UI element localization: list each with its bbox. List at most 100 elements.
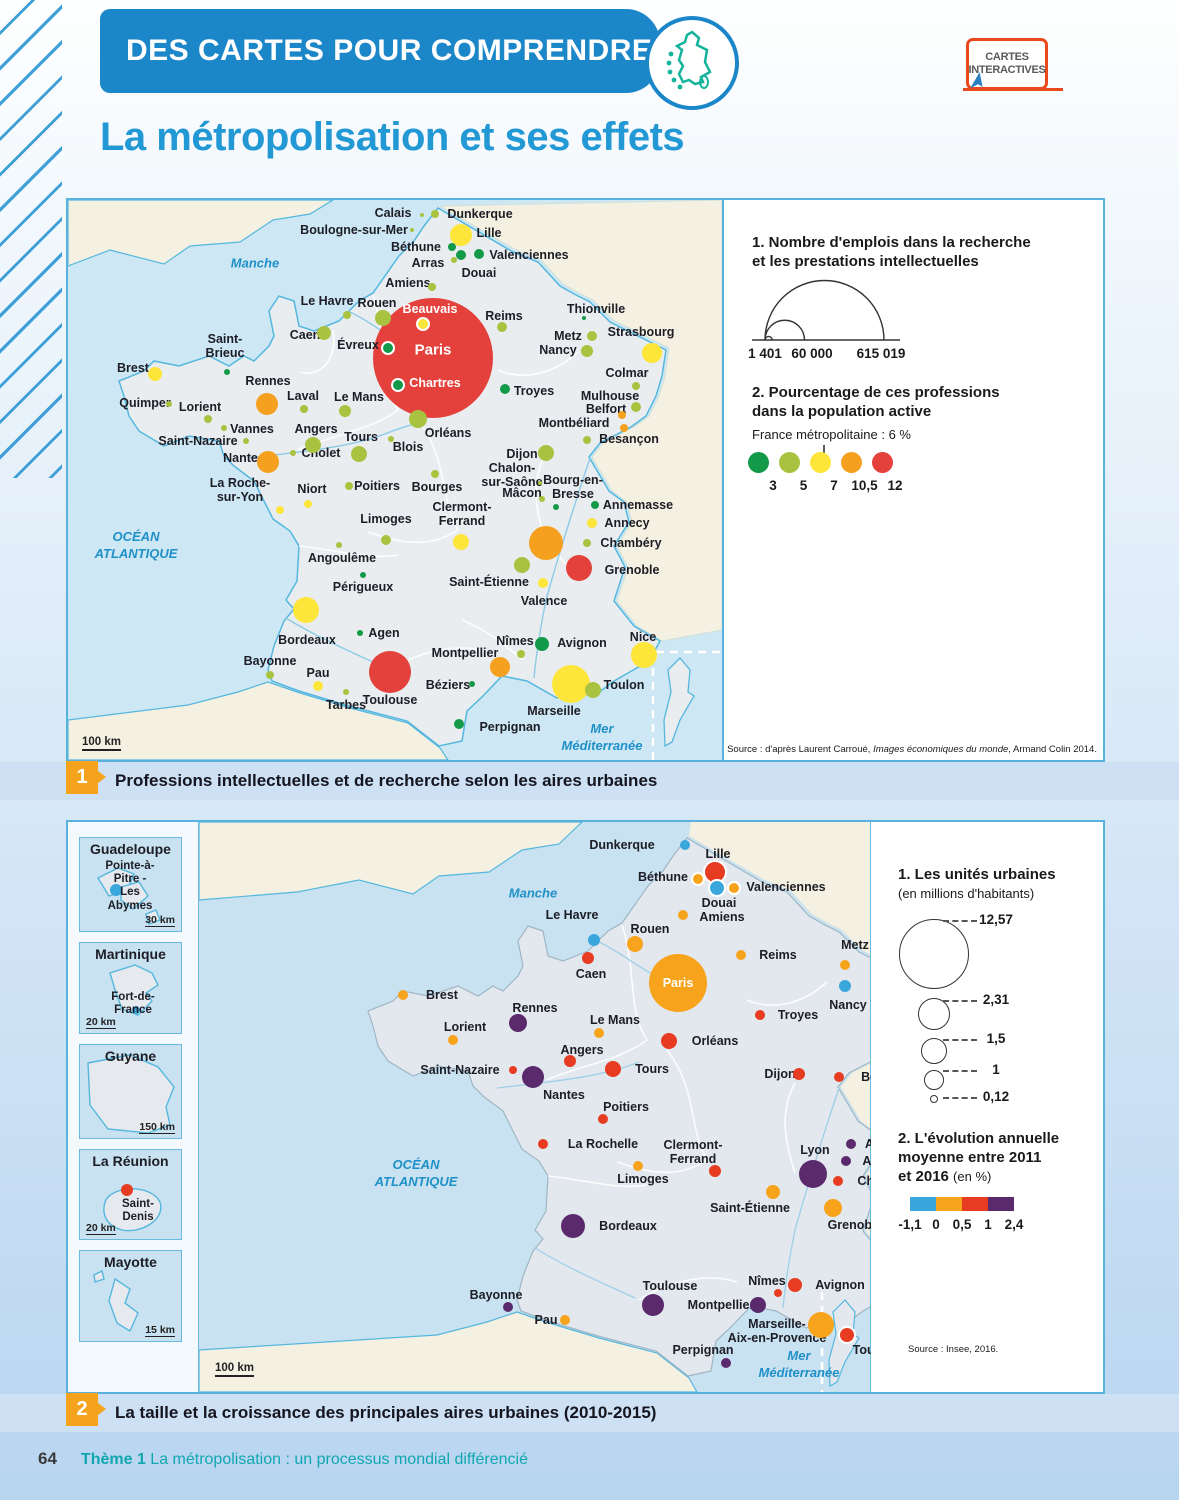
- city-label-Lille: Lille: [476, 226, 502, 240]
- city-dot-Toulouse: [642, 1294, 664, 1316]
- city-dot-Belfort: [618, 411, 626, 419]
- sea-label: Mer Méditerranée: [561, 721, 643, 753]
- ramp-label: 1: [984, 1217, 992, 1232]
- city-label-Mulhouse: Mulhouse: [580, 389, 640, 403]
- city-label-Amiens: Amiens: [385, 276, 431, 290]
- city-label-Toulouse: Toulouse: [642, 1279, 698, 1293]
- inset-title: Mayotte: [104, 1254, 157, 1270]
- legend-size-value: 1: [992, 1062, 1000, 1077]
- city-dot-Amiens: [678, 910, 688, 920]
- header-banner: DES CARTES POUR COMPRENDRE: [100, 9, 660, 93]
- city-label-Poitiers: Poitiers: [603, 1100, 649, 1114]
- caption1-number: 1: [66, 761, 106, 794]
- city-label-Béziers: Béziers: [425, 678, 471, 692]
- city-label-Beauvais: Beauvais: [402, 302, 458, 316]
- city-dot-Lorient: [448, 1035, 458, 1045]
- city-label-Thionville: Thionville: [566, 302, 626, 316]
- city-dot-Paris: [373, 298, 493, 418]
- city-label-Brest: Brest: [117, 361, 149, 375]
- city-dot-Caen: [582, 952, 594, 964]
- city-dot-Cholet: [290, 450, 296, 456]
- city-label-Bayonne: Bayonne: [243, 654, 297, 668]
- inset-scalebar: 150 km: [139, 1120, 175, 1133]
- city-dot-Arras: [451, 257, 457, 263]
- city-label-Le Havre: Le Havre: [545, 908, 599, 922]
- inset-scalebar: 20 km: [86, 1221, 116, 1234]
- city-label-Marseille: Marseille: [527, 704, 581, 718]
- france-land2: [367, 837, 871, 1377]
- map1-area: Calais Dunkerque Boulogne-sur-Mer Lille Béth…: [68, 200, 722, 760]
- city-dot-Nîmes: [517, 650, 525, 658]
- ramp-segment-purple: [988, 1197, 1014, 1211]
- map1-legend-ref: France métropolitaine : 6 %: [752, 427, 911, 442]
- city-dot-Montbéliard: [620, 424, 628, 432]
- page-footer: 64 Thème 1 La métropolisation : un proces…: [38, 1449, 528, 1469]
- city-dot-Toulon: [585, 682, 601, 698]
- city-label-Metz: Metz: [841, 938, 869, 952]
- city-dot-Le Havre: [343, 311, 351, 319]
- map1-legend-title1: 1. Nombre d'emplois dans la recherche et…: [752, 234, 1031, 270]
- city-dot-Périgueux: [360, 572, 366, 578]
- city-label-Agen: Agen: [368, 626, 400, 640]
- city-label-Bourges: Bourges: [411, 480, 463, 494]
- city-label-Valenciennes: Valenciennes: [489, 248, 569, 262]
- city-label-Pau: Pau: [306, 666, 330, 680]
- city-label-Paris: Paris: [662, 976, 694, 990]
- theme-label: Thème 1: [80, 1451, 146, 1468]
- city-dot-Marseille- Aix-en-Provence: [808, 1312, 834, 1338]
- legend-size-circle-1,5: [921, 1038, 947, 1064]
- legend-dash: [943, 1070, 977, 1072]
- map2-area: Dunkerque Lille Béthune Douai Valenciennes Am…: [198, 822, 871, 1392]
- city-label-Nîmes: Nîmes: [496, 634, 534, 648]
- city-dot-Poitiers: [598, 1114, 608, 1124]
- legend-class-dot-green: [748, 452, 769, 473]
- city-label-Montbéliard: Montbéliard: [538, 416, 610, 430]
- city-label-Toulouse: Toulouse: [362, 693, 418, 707]
- city-label-Annemasse: Annemasse: [602, 498, 674, 512]
- city-dot-Béthune: [691, 872, 705, 886]
- city-label-Toulon: Toulon: [852, 1343, 871, 1357]
- city-dot-Le Havre: [588, 934, 600, 946]
- city-dot-Chalon- sur-Saône: [538, 481, 542, 485]
- city-label-Évreux: Évreux: [337, 338, 379, 352]
- city-label-Nantes: Nantes: [543, 1088, 585, 1102]
- city-dot-Brest: [398, 990, 408, 1000]
- city-dot-Nice: [631, 642, 657, 668]
- city-dot-Marseille: [552, 665, 590, 703]
- city-label-Montpellier: Montpellier: [687, 1298, 755, 1312]
- city-label-La Rochelle: La Rochelle: [567, 1137, 639, 1151]
- inset-title: La Réunion: [92, 1153, 169, 1169]
- city-dot-Bordeaux: [561, 1214, 585, 1238]
- city-dot-Limoges: [633, 1161, 643, 1171]
- city-label-Saint-Nazaire: Saint-Nazaire: [158, 434, 238, 448]
- city-dot-Dunkerque: [431, 210, 439, 218]
- inset-Guadeloupe: Guadeloupe Pointe-à-Pitre - Les Abymes 30 …: [79, 837, 182, 932]
- city-label-Blois: Blois: [392, 440, 424, 454]
- legend-dash: [943, 1039, 977, 1041]
- city-label-Béthune: Béthune: [391, 240, 441, 254]
- city-label-Annecy: Annecy: [862, 1154, 871, 1168]
- legend-dash: [943, 1000, 977, 1002]
- city-dot-Dijon: [793, 1068, 805, 1080]
- city-label-Tours: Tours: [635, 1062, 669, 1076]
- corsica-land: [663, 657, 695, 748]
- city-label-Avignon: Avignon: [557, 636, 607, 650]
- city-dot-La Rochelle: [538, 1139, 548, 1149]
- badge-underline: [963, 88, 1063, 91]
- city-label-Caen: Caen: [575, 967, 607, 981]
- city-label-Dunkerque: Dunkerque: [589, 838, 655, 852]
- city-label-Annecy: Annecy: [604, 516, 650, 530]
- map1-geography: [68, 200, 722, 760]
- city-label-Le Mans: Le Mans: [589, 1013, 641, 1027]
- city-dot-Perpignan: [721, 1358, 731, 1368]
- city-dot-Le Mans: [594, 1028, 604, 1038]
- city-label-Bordeaux: Bordeaux: [599, 1219, 657, 1233]
- city-dot-Toulouse: [369, 651, 411, 693]
- city-label-Le Mans: Le Mans: [333, 390, 385, 404]
- map1-legend-arcs: [752, 279, 900, 454]
- city-label-Reims: Reims: [759, 948, 797, 962]
- city-dot-Annecy: [841, 1156, 851, 1166]
- city-dot-Le Mans: [339, 405, 351, 417]
- city-dot-Douai: [456, 250, 466, 260]
- city-label-Lyon: Lyon: [800, 1143, 830, 1157]
